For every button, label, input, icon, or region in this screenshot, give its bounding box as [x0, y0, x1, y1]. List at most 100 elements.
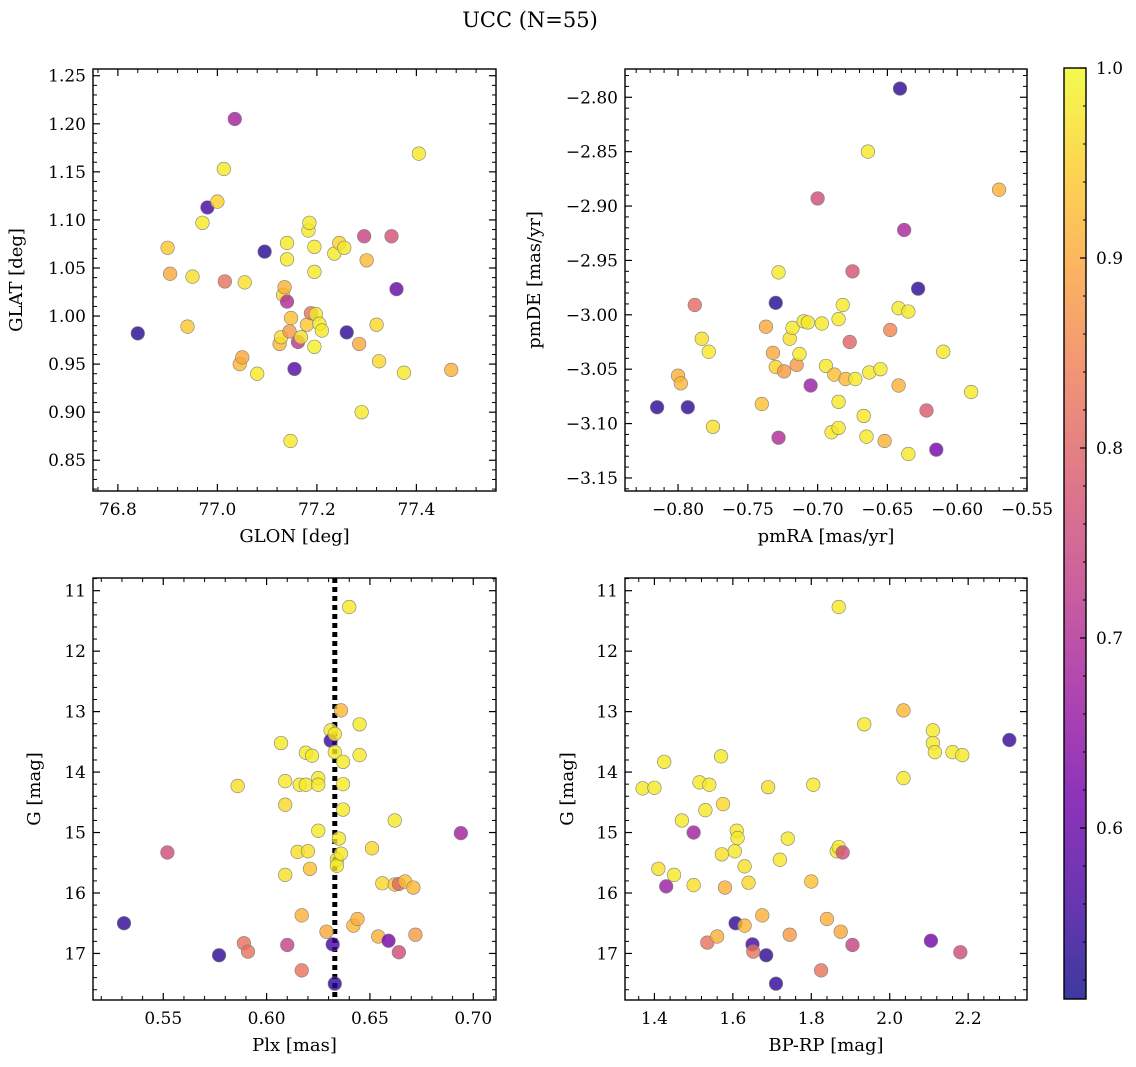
data-point — [666, 867, 682, 882]
data-point — [772, 852, 788, 867]
y-axis-label: G [mag] — [24, 752, 45, 825]
colorbar-frame — [1063, 67, 1087, 1000]
data-point — [835, 845, 850, 860]
data-point — [381, 933, 396, 948]
data-point — [364, 841, 380, 856]
x-tick-label: −0.65 — [861, 500, 913, 520]
data-point — [833, 924, 848, 939]
y-tick-label: −3.15 — [566, 469, 618, 489]
data-point — [302, 861, 318, 876]
data-point — [453, 826, 468, 841]
data-point — [230, 778, 245, 794]
y-tick-label: −3.10 — [566, 415, 618, 435]
data-point — [768, 976, 784, 991]
data-point — [163, 266, 178, 281]
data-point — [927, 745, 942, 760]
y-tick-label: 14 — [64, 763, 86, 783]
x-tick-label: 77.4 — [397, 500, 435, 520]
data-point — [803, 378, 818, 393]
data-point — [369, 317, 384, 332]
data-point — [307, 264, 322, 279]
data-point — [335, 802, 351, 817]
data-point — [686, 825, 701, 840]
data-point — [359, 253, 374, 268]
data-point — [327, 745, 342, 760]
data-point — [741, 875, 756, 890]
data-point — [845, 264, 860, 279]
data-point — [873, 362, 888, 377]
data-point — [754, 396, 769, 412]
data-point — [694, 331, 709, 346]
data-point — [755, 908, 770, 923]
data-point — [896, 703, 911, 718]
data-point — [657, 754, 672, 769]
x-tick-label: 1.6 — [719, 1009, 746, 1029]
data-point — [304, 748, 320, 763]
data-point — [354, 405, 369, 420]
data-point — [842, 334, 857, 350]
x-tick-label: −0.70 — [792, 500, 844, 520]
data-point — [240, 944, 256, 959]
data-point — [217, 274, 232, 289]
data-point — [1002, 732, 1017, 748]
data-point — [283, 433, 298, 449]
data-point — [216, 161, 231, 177]
axes-frame — [92, 577, 497, 1001]
y-tick-label: 16 — [64, 884, 86, 904]
data-point — [279, 294, 295, 309]
data-point — [411, 146, 426, 161]
y-tick-label: 17 — [596, 944, 618, 964]
y-tick-label: 13 — [596, 703, 618, 723]
data-point — [331, 831, 347, 846]
data-point — [396, 365, 412, 380]
data-point — [782, 927, 797, 942]
colorbar-tick-label: 0.7 — [1096, 629, 1123, 649]
x-tick-label: −0.75 — [722, 500, 774, 520]
colorbar-tick-label: 0.6 — [1096, 819, 1123, 839]
y-tick-label: 12 — [64, 642, 86, 662]
colorbar-tick-label: 1.0 — [1096, 59, 1123, 79]
data-point — [237, 275, 252, 290]
data-point — [831, 394, 846, 409]
y-tick-label: 17 — [64, 944, 86, 964]
y-tick-label: 16 — [596, 884, 618, 904]
data-point — [768, 295, 783, 310]
data-point — [831, 420, 846, 436]
data-point — [771, 265, 786, 280]
data-point — [818, 358, 834, 374]
x-tick-label: −0.80 — [652, 500, 704, 520]
data-point — [287, 361, 302, 377]
x-tick-label: 77.2 — [298, 500, 336, 520]
data-point — [302, 215, 317, 230]
panel-pmra-pmde: −0.80 −0.75 −0.70 −0.65 −0.60 −0.55 −3.15 −3.10… — [524, 68, 1053, 547]
y-tick-label: 0.95 — [48, 355, 86, 375]
x-tick-label: 1.4 — [641, 1009, 668, 1029]
data-point — [780, 831, 795, 846]
data-point — [294, 908, 309, 923]
data-point — [651, 861, 666, 876]
data-point — [333, 846, 349, 861]
data-point — [314, 323, 329, 338]
y-tick-label: 12 — [596, 642, 618, 662]
data-point — [698, 803, 713, 818]
x-axis-label: GLON [deg] — [239, 526, 349, 547]
y-tick-label: −2.95 — [566, 251, 618, 271]
data-point — [804, 874, 819, 889]
data-point — [730, 830, 745, 846]
data-point — [311, 777, 326, 792]
y-tick-label: −2.80 — [566, 88, 618, 108]
y-tick-label: 11 — [596, 582, 618, 602]
data-point — [342, 599, 357, 615]
data-point — [350, 911, 365, 927]
data-point — [294, 963, 309, 978]
data-point — [277, 280, 292, 295]
data-point — [327, 976, 342, 991]
data-point — [335, 777, 351, 792]
y-tick-label: 0.90 — [48, 403, 86, 423]
y-tick-label: 11 — [64, 582, 86, 602]
data-point — [160, 240, 175, 255]
data-point — [859, 429, 874, 444]
y-tick-label: −2.85 — [566, 143, 618, 163]
x-axis-label: pmRA [mas/yr] — [758, 526, 895, 547]
